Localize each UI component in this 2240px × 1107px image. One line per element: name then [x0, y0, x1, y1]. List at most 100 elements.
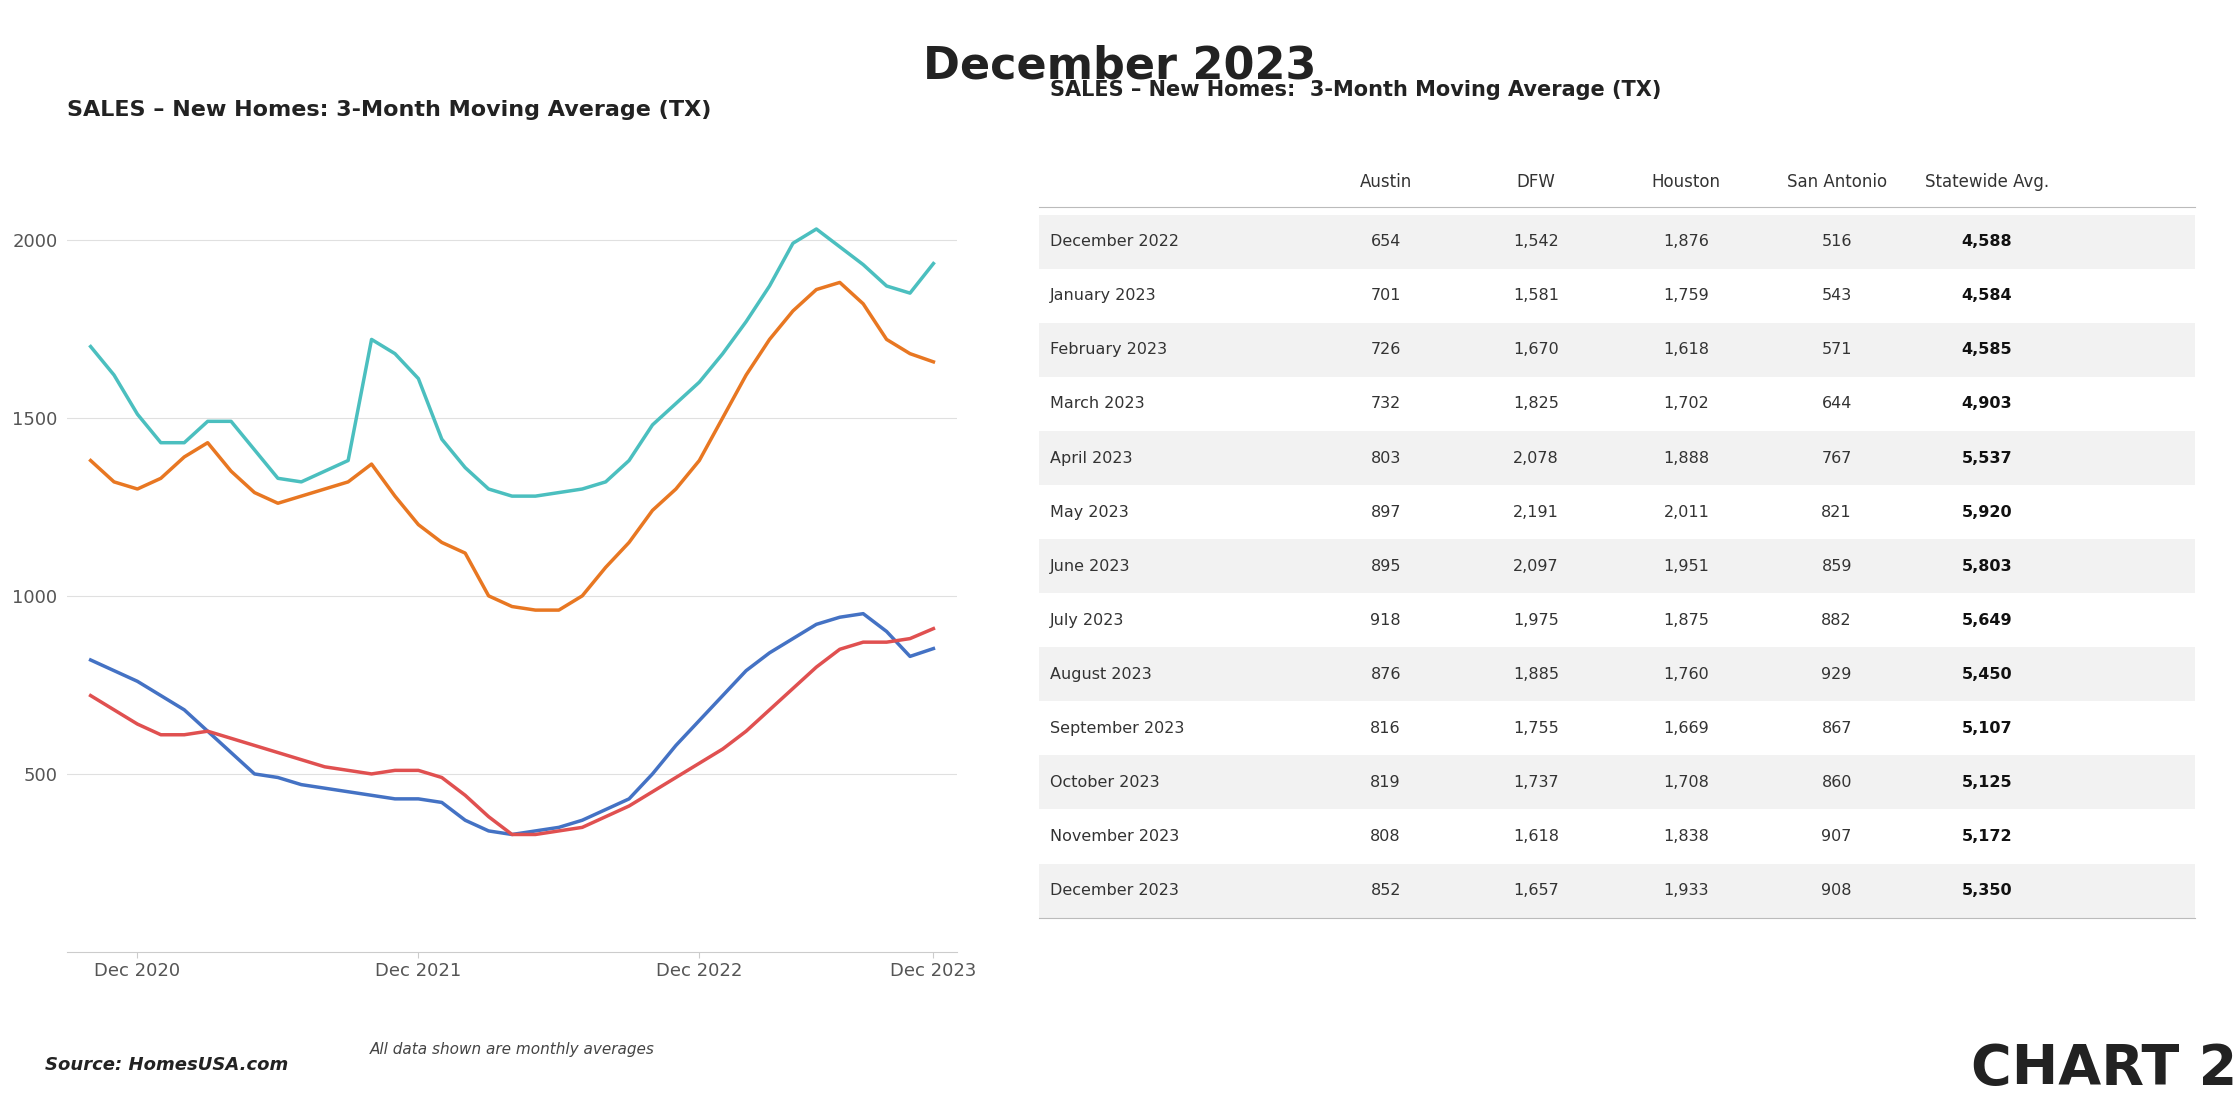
Text: SALES – New Homes:  3-Month Moving Average (TX): SALES – New Homes: 3-Month Moving Averag… [1051, 80, 1662, 100]
Text: 543: 543 [1821, 288, 1852, 303]
Text: 2,097: 2,097 [1514, 559, 1559, 573]
Text: 819: 819 [1371, 775, 1400, 790]
FancyBboxPatch shape [1039, 431, 2195, 485]
Text: July 2023: July 2023 [1051, 613, 1124, 628]
Text: 1,702: 1,702 [1664, 396, 1709, 412]
Text: 1,933: 1,933 [1664, 883, 1709, 898]
Text: 4,584: 4,584 [1962, 288, 2012, 303]
Text: Austin: Austin [1360, 173, 1411, 192]
Text: 4,903: 4,903 [1962, 396, 2012, 412]
Text: 5,803: 5,803 [1962, 559, 2012, 573]
Text: 4,588: 4,588 [1962, 235, 2012, 249]
Text: 1,581: 1,581 [1512, 288, 1559, 303]
FancyBboxPatch shape [1039, 539, 2195, 593]
Text: 1,670: 1,670 [1512, 342, 1559, 358]
FancyBboxPatch shape [1039, 648, 2195, 702]
Text: 821: 821 [1821, 505, 1852, 519]
Text: 5,350: 5,350 [1962, 883, 2012, 898]
Text: 907: 907 [1821, 829, 1852, 844]
Text: 882: 882 [1821, 613, 1852, 628]
Text: 1,755: 1,755 [1512, 721, 1559, 736]
Text: 1,875: 1,875 [1664, 613, 1709, 628]
Text: December 2022: December 2022 [1051, 235, 1178, 249]
Text: 1,760: 1,760 [1664, 666, 1709, 682]
Text: 1,669: 1,669 [1664, 721, 1709, 736]
Text: August 2023: August 2023 [1051, 666, 1151, 682]
Text: 860: 860 [1821, 775, 1852, 790]
Text: 5,537: 5,537 [1962, 451, 2012, 466]
Text: December 2023: December 2023 [1051, 883, 1178, 898]
Text: 895: 895 [1371, 559, 1400, 573]
Text: October 2023: October 2023 [1051, 775, 1160, 790]
FancyBboxPatch shape [1039, 485, 2195, 539]
Text: March 2023: March 2023 [1051, 396, 1145, 412]
Text: 654: 654 [1371, 235, 1400, 249]
Text: 5,920: 5,920 [1962, 505, 2012, 519]
Text: 5,649: 5,649 [1962, 613, 2012, 628]
Text: 5,172: 5,172 [1962, 829, 2012, 844]
Text: 1,708: 1,708 [1664, 775, 1709, 790]
Text: 1,737: 1,737 [1514, 775, 1559, 790]
Text: 859: 859 [1821, 559, 1852, 573]
Text: 867: 867 [1821, 721, 1852, 736]
FancyBboxPatch shape [1039, 269, 2195, 323]
Text: January 2023: January 2023 [1051, 288, 1156, 303]
Text: 852: 852 [1371, 883, 1400, 898]
Text: June 2023: June 2023 [1051, 559, 1131, 573]
Text: 5,125: 5,125 [1962, 775, 2012, 790]
Text: 1,888: 1,888 [1664, 451, 1709, 466]
Text: 908: 908 [1821, 883, 1852, 898]
Text: 1,975: 1,975 [1512, 613, 1559, 628]
Text: CHART 2: CHART 2 [1971, 1042, 2238, 1096]
Text: May 2023: May 2023 [1051, 505, 1129, 519]
Text: February 2023: February 2023 [1051, 342, 1167, 358]
Text: 2,011: 2,011 [1664, 505, 1709, 519]
Text: 5,450: 5,450 [1962, 666, 2012, 682]
Text: 918: 918 [1371, 613, 1400, 628]
Text: 2,078: 2,078 [1512, 451, 1559, 466]
FancyBboxPatch shape [1039, 863, 2195, 918]
Text: Houston: Houston [1651, 173, 1720, 192]
Text: 808: 808 [1371, 829, 1400, 844]
Text: 929: 929 [1821, 666, 1852, 682]
Text: 897: 897 [1371, 505, 1400, 519]
Text: December 2023: December 2023 [923, 44, 1317, 87]
Text: 1,618: 1,618 [1512, 829, 1559, 844]
Text: 644: 644 [1821, 396, 1852, 412]
Text: 726: 726 [1371, 342, 1400, 358]
FancyBboxPatch shape [1039, 702, 2195, 755]
FancyBboxPatch shape [1039, 323, 2195, 377]
Text: 516: 516 [1821, 235, 1852, 249]
Text: 1,885: 1,885 [1512, 666, 1559, 682]
Text: 571: 571 [1821, 342, 1852, 358]
Text: 1,838: 1,838 [1664, 829, 1709, 844]
Text: 732: 732 [1371, 396, 1400, 412]
Text: 1,657: 1,657 [1512, 883, 1559, 898]
Text: San Antonio: San Antonio [1788, 173, 1886, 192]
Text: 816: 816 [1371, 721, 1400, 736]
Text: 1,876: 1,876 [1664, 235, 1709, 249]
Text: November 2023: November 2023 [1051, 829, 1180, 844]
Text: SALES – New Homes: 3-Month Moving Average (TX): SALES – New Homes: 3-Month Moving Averag… [67, 100, 712, 121]
Text: 5,107: 5,107 [1962, 721, 2012, 736]
Text: 1,542: 1,542 [1512, 235, 1559, 249]
FancyBboxPatch shape [1039, 593, 2195, 648]
Text: 803: 803 [1371, 451, 1400, 466]
Text: 1,618: 1,618 [1664, 342, 1709, 358]
Text: 876: 876 [1371, 666, 1400, 682]
Text: 767: 767 [1821, 451, 1852, 466]
FancyBboxPatch shape [1039, 215, 2195, 269]
Text: All data shown are monthly averages: All data shown are monthly averages [370, 1042, 654, 1057]
Text: DFW: DFW [1516, 173, 1555, 192]
Text: Statewide Avg.: Statewide Avg. [1924, 173, 2050, 192]
FancyBboxPatch shape [1039, 809, 2195, 863]
FancyBboxPatch shape [1039, 377, 2195, 431]
Text: 1,951: 1,951 [1664, 559, 1709, 573]
FancyBboxPatch shape [1039, 755, 2195, 809]
Text: 2,191: 2,191 [1512, 505, 1559, 519]
Text: April 2023: April 2023 [1051, 451, 1133, 466]
Text: 1,825: 1,825 [1512, 396, 1559, 412]
Text: 1,759: 1,759 [1664, 288, 1709, 303]
Text: Source: HomesUSA.com: Source: HomesUSA.com [45, 1056, 289, 1074]
Text: 701: 701 [1371, 288, 1400, 303]
